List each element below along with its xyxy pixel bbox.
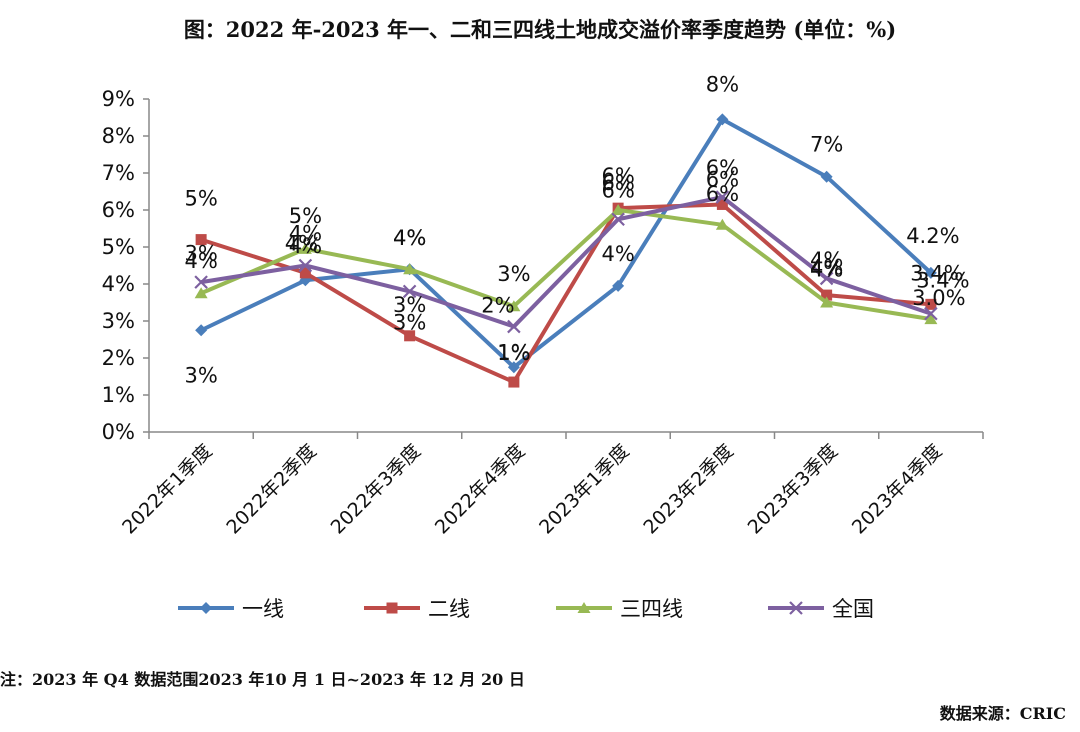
data-label: 5% bbox=[289, 204, 322, 228]
data-point bbox=[298, 242, 312, 254]
data-label: 4% bbox=[810, 258, 843, 282]
y-tick-label: 2% bbox=[102, 346, 135, 370]
legend-swatch bbox=[178, 602, 234, 614]
data-label: 4% bbox=[289, 221, 322, 245]
data-label: 4% bbox=[810, 248, 843, 272]
y-tick-label: 0% bbox=[102, 420, 135, 444]
y-tick-label: 8% bbox=[102, 124, 135, 148]
data-point bbox=[402, 284, 417, 299]
data-label: 4% bbox=[601, 242, 634, 266]
data-point bbox=[715, 190, 730, 204]
y-tick-label: 5% bbox=[102, 235, 135, 259]
data-label: 3.0% bbox=[912, 286, 965, 310]
data-label: 6% bbox=[706, 167, 739, 191]
y-tick-label: 6% bbox=[102, 198, 135, 222]
data-label: 3% bbox=[184, 363, 217, 387]
data-label: 7% bbox=[810, 133, 843, 157]
x-tick-label: 2023年2季度 bbox=[639, 440, 738, 539]
data-label: 6% bbox=[601, 171, 634, 195]
legend-label: 三四线 bbox=[620, 597, 683, 621]
data-point bbox=[194, 287, 208, 299]
data-point bbox=[611, 212, 625, 227]
legend-item: 全国 bbox=[766, 595, 874, 621]
data-point bbox=[821, 289, 833, 301]
x-tick-label: 2022年4季度 bbox=[431, 440, 530, 539]
data-label: 3% bbox=[393, 293, 426, 317]
data-point bbox=[299, 267, 311, 279]
x-tick-label: 2022年2季度 bbox=[222, 440, 321, 539]
x-tick-label: 2022年1季度 bbox=[118, 440, 217, 539]
data-point bbox=[715, 218, 729, 230]
x-tick-label: 2022年3季度 bbox=[327, 440, 426, 539]
data-point bbox=[507, 361, 520, 374]
data-label: 3% bbox=[393, 310, 426, 334]
legend-label: 全国 bbox=[832, 597, 874, 621]
data-point bbox=[924, 313, 938, 325]
x-tick-label: 2023年1季度 bbox=[535, 440, 634, 539]
line-chart: 0%1%2%3%4%5%6%7%8%9%2022年1季度 2022年2季度 2022… bbox=[102, 72, 984, 539]
data-label: 8% bbox=[706, 72, 739, 96]
data-label: 4% bbox=[393, 226, 426, 250]
data-point bbox=[403, 263, 417, 275]
data-label: 4% bbox=[184, 249, 217, 273]
y-tick-label: 9% bbox=[102, 87, 135, 111]
data-point bbox=[612, 279, 625, 292]
data-point bbox=[819, 271, 834, 286]
data-label: 4% bbox=[285, 232, 318, 256]
data-point bbox=[611, 204, 625, 215]
data-point bbox=[716, 113, 729, 126]
data-point bbox=[820, 296, 834, 308]
data-point bbox=[925, 298, 937, 310]
y-tick-label: 3% bbox=[102, 309, 135, 333]
series-line bbox=[200, 208, 932, 322]
legend-label: 一线 bbox=[242, 597, 284, 621]
data-label: 6% bbox=[706, 182, 739, 206]
data-label: 1% bbox=[497, 341, 530, 365]
footnote: 注：2023 年 Q4 数据范围2023 年10 月 1 日~2023 年 12… bbox=[0, 670, 525, 689]
data-label: 3.4% bbox=[910, 261, 963, 285]
data-label: 3% bbox=[184, 241, 217, 265]
data-label: 6% bbox=[601, 164, 634, 188]
x-tick-label: 2023年4季度 bbox=[848, 440, 947, 539]
legend-item: 一线 bbox=[176, 595, 284, 621]
data-point bbox=[194, 275, 208, 289]
data-label: 5% bbox=[184, 187, 217, 211]
data-source: 数据来源：CRIC bbox=[939, 704, 1066, 723]
data-point bbox=[507, 300, 521, 312]
data-point bbox=[924, 266, 937, 279]
x-tick-label: 2023年3季度 bbox=[744, 440, 843, 539]
data-point bbox=[508, 376, 520, 388]
legend-label: 二线 bbox=[428, 597, 470, 621]
data-label: 6% bbox=[601, 178, 634, 202]
data-point bbox=[507, 319, 521, 334]
data-label: 2% bbox=[481, 294, 514, 318]
data-label: 3.4% bbox=[916, 269, 969, 293]
data-point bbox=[404, 330, 416, 342]
data-label: 4% bbox=[393, 226, 426, 250]
legend-swatch bbox=[556, 602, 612, 613]
data-point bbox=[195, 324, 208, 337]
data-label: 4.2% bbox=[906, 224, 959, 248]
chart-title: 图：2022 年-2023 年一、二和三四线土地成交溢价率季度趋势 (单位：%) bbox=[183, 17, 897, 42]
data-label: 4% bbox=[289, 234, 322, 258]
data-point bbox=[820, 170, 833, 183]
legend-swatch bbox=[364, 602, 420, 614]
series-line bbox=[200, 195, 932, 329]
data-label: 3% bbox=[497, 262, 530, 286]
data-label: 1% bbox=[497, 340, 530, 364]
legend-item: 二线 bbox=[362, 595, 470, 621]
y-tick-label: 1% bbox=[102, 383, 135, 407]
data-point bbox=[924, 306, 938, 321]
series-line bbox=[200, 202, 932, 385]
data-label: 6% bbox=[706, 156, 739, 180]
legend-item: 三四线 bbox=[554, 595, 683, 621]
series-line bbox=[200, 117, 933, 370]
data-point bbox=[195, 234, 207, 246]
data-point bbox=[298, 258, 313, 273]
data-point bbox=[716, 198, 728, 210]
y-tick-label: 7% bbox=[102, 161, 135, 185]
y-tick-label: 4% bbox=[102, 272, 135, 296]
data-label: 4% bbox=[810, 255, 843, 279]
legend-swatch bbox=[768, 601, 824, 615]
